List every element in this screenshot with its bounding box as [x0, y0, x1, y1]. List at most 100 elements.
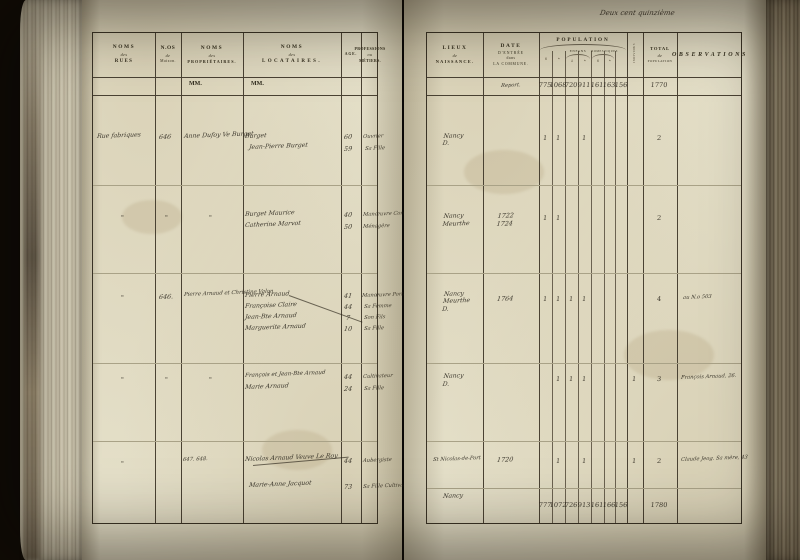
cell-profession: Son Fils — [363, 314, 386, 322]
cell-tally: 1 — [581, 375, 587, 383]
cell-tally: 1 — [568, 295, 574, 303]
cell-locataire: François et Jean-Bte Arnaud — [244, 369, 326, 380]
cell-profession: Sa Femme — [363, 302, 392, 311]
population-col-label: F — [608, 59, 612, 62]
cell-proprietaire: " — [209, 215, 212, 222]
report-label: Report. — [500, 82, 521, 90]
cell-numero: " — [165, 377, 168, 384]
cell-tally: 1 — [542, 214, 548, 222]
cell-observation: François Arnaud, 26. — [680, 372, 737, 382]
header-noms-locataires: NOMS des LOCATAIRES. — [262, 44, 322, 65]
cell-numero: 646. — [158, 292, 174, 302]
cell-locataire: Jean-Pierre Burget — [248, 141, 309, 152]
cell-total: 3 — [656, 375, 662, 383]
cell-age: 50 — [343, 222, 353, 232]
header-date-entree: DATE D'ENTRÉE dans LA COMMUNE. — [493, 42, 529, 66]
cell-profession: Cultivateur — [362, 372, 394, 381]
cell-lieu-naissance: Nancy — [442, 492, 464, 501]
header-observations: OBSERVATIONS — [672, 51, 748, 58]
left-page: NOMS des RUES N.os de Maison. NOMS des P… — [82, 0, 424, 560]
cell-rue: " — [121, 215, 124, 222]
cell-age: 59 — [343, 144, 353, 154]
left-table: NOMS des RUES N.os de Maison. NOMS des P… — [92, 32, 424, 524]
cell-age: 60 — [343, 132, 353, 142]
cell-tally: 1 — [631, 375, 637, 383]
cell-tally: 1 — [568, 375, 574, 383]
cell-locataire: Marguerite Arnaud — [244, 322, 307, 333]
cell-numero: " — [165, 215, 168, 222]
cell-rue: " — [121, 461, 124, 468]
mm-label-locataires: MM. — [251, 81, 264, 87]
cell-total: 4 — [656, 295, 662, 303]
cell-locataire: Marie Arnaud — [244, 382, 290, 392]
header-population-group: POPULATION — [540, 37, 626, 50]
report-total: 1770 — [650, 81, 668, 89]
cell-locataire: Françoise Claire — [244, 300, 298, 311]
cell-age: 73 — [343, 482, 353, 492]
cell-date-entree: 1720 — [496, 455, 514, 465]
population-col-label: H — [544, 57, 548, 60]
cell-numero: 647. 648. — [182, 456, 209, 464]
header-total-population: TOTAL de POPULATION — [647, 46, 673, 64]
cell-tally: 1 — [581, 457, 587, 465]
cell-total: 2 — [656, 134, 662, 142]
population-col-label: G — [570, 59, 574, 62]
cell-tally: 1 — [581, 134, 587, 142]
population-col-label: F — [557, 57, 561, 60]
cell-numero: 646 — [158, 132, 172, 142]
cell-profession: Ménagère — [362, 222, 391, 231]
header-numero-maison: N.os de Maison. — [160, 45, 176, 64]
cell-age: 44 — [343, 456, 353, 466]
left-table-header: NOMS des RUES N.os de Maison. NOMS des P… — [93, 33, 386, 77]
cell-lieu-naissance: Nancy D. — [442, 372, 464, 388]
report-value: 911 — [577, 81, 591, 89]
domestiques-brace — [592, 54, 614, 59]
cell-locataire: Burget — [244, 132, 268, 141]
cell-observation: au N.o 503 — [682, 293, 712, 302]
cell-profession: Sa Fille — [363, 385, 385, 393]
header-professions: PROFESSIONS ou MÉTIERS. — [354, 46, 386, 64]
header-noms-proprietaires: NOMS des PROPRIÉTAIRES. — [187, 44, 237, 64]
population-col-label: F — [583, 59, 587, 62]
cell-age: 24 — [343, 384, 353, 394]
cell-tally: 1 — [555, 457, 561, 465]
total-value: 156 — [614, 501, 628, 509]
cell-age: 10 — [343, 324, 353, 334]
cell-tally: 1 — [555, 214, 561, 222]
cell-locataire: Burget Maurice — [244, 209, 296, 219]
right-page: Deux cent quinzième LIEUX de NAI — [404, 0, 766, 560]
cell-profession: Sa Fille — [364, 145, 386, 153]
cell-tally: 1 — [581, 295, 587, 303]
cell-lieu-naissance: St Nicolas-de-Port — [432, 455, 482, 464]
header-individus: INDIVIDUS — [632, 43, 636, 63]
cell-lieu-naissance: Nancy Meurthe D. — [441, 290, 471, 313]
cell-locataire: Catherine Marvot — [244, 219, 302, 230]
total-value: 726 — [564, 501, 578, 509]
cell-date-entree: 1722 1724 — [496, 211, 515, 228]
total-grand: 1780 — [650, 501, 668, 509]
book-fore-edge-left — [20, 0, 92, 560]
mm-label-proprietaires: MM. — [189, 81, 202, 87]
cell-lieu-naissance: Nancy D. — [442, 132, 464, 148]
header-age: AGE. — [344, 52, 358, 57]
cell-tally: 1 — [555, 375, 561, 383]
right-table-header: LIEUX de NAISSANCE. DATE D'ENTRÉE dans L… — [427, 33, 748, 77]
header-noms-rues: NOMS des RUES — [112, 44, 136, 65]
cell-proprietaire: " — [209, 377, 212, 384]
report-value: 720 — [564, 81, 578, 89]
cell-tally: 1 — [555, 134, 561, 142]
total-value: 913 — [577, 501, 591, 509]
cell-tally: 1 — [542, 295, 548, 303]
cell-profession: Ouvrier — [362, 133, 384, 141]
right-table: LIEUX de NAISSANCE. DATE D'ENTRÉE dans L… — [426, 32, 748, 524]
page-annotation: Deux cent quinzième — [599, 9, 676, 17]
cell-rue: " — [121, 377, 124, 384]
population-col-label: H — [596, 59, 600, 62]
cell-total: 2 — [656, 457, 662, 465]
cell-locataire: Marie-Anne Jacquot — [248, 479, 312, 490]
cell-age: 41 — [343, 291, 353, 301]
book-fore-edge-right — [766, 0, 800, 560]
header-population-subgroup-domestiques: DOMESTIQUES — [591, 49, 618, 53]
enfans-brace — [566, 54, 590, 59]
